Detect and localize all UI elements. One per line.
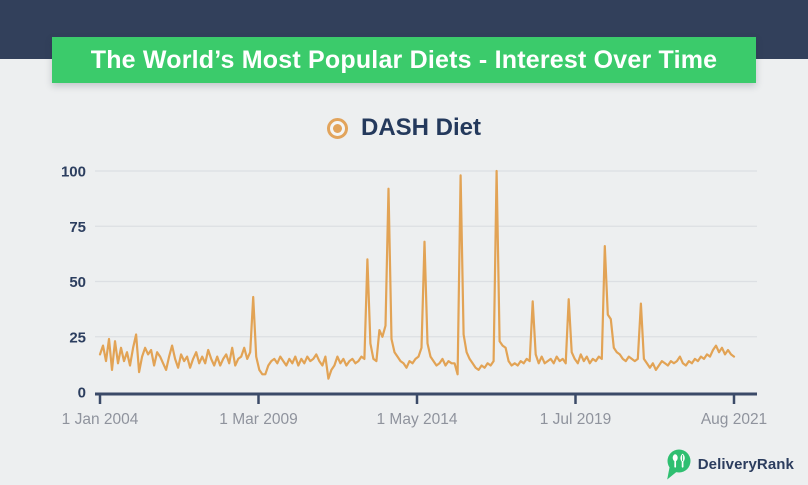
x-axis-tick-label: 1 Mar 2009: [219, 411, 297, 428]
deliveryrank-logo-icon: [666, 449, 691, 479]
chart-legend: DASH Diet: [0, 111, 808, 145]
dash-diet-trend-line: [98, 169, 736, 380]
x-axis-tick-label: 1 Jan 2004: [62, 411, 139, 428]
x-axis-tick-label: Aug 2021: [701, 411, 767, 428]
brand-name: DeliveryRank: [697, 455, 794, 473]
chart-canvas: 0 25 50 75 100 1 Jan 2004 1 Mar 2009 1 May 2014…: [61, 164, 767, 429]
x-axis-tick-label: 1 Jul 2019: [540, 411, 612, 428]
y-axis-tick-label: 100: [61, 164, 86, 181]
y-axis-tick-label: 0: [78, 385, 86, 402]
y-axis-tick-label: 50: [69, 274, 86, 291]
y-axis-tick-label: 75: [69, 219, 86, 236]
title-banner: The World’s Most Popular Diets - Interes…: [52, 37, 756, 83]
series-marker-icon: [326, 117, 348, 139]
line-chart: 0 25 50 75 100 1 Jan 2004 1 Mar 2009 1 May 2014…: [0, 140, 808, 450]
page-title: The World’s Most Popular Diets - Interes…: [90, 45, 718, 74]
brand-footer: DeliveryRank: [665, 447, 794, 481]
x-axis-tick-label: 1 May 2014: [377, 411, 458, 428]
y-axis-tick-label: 25: [69, 329, 86, 346]
series-label: DASH Diet: [360, 114, 481, 141]
